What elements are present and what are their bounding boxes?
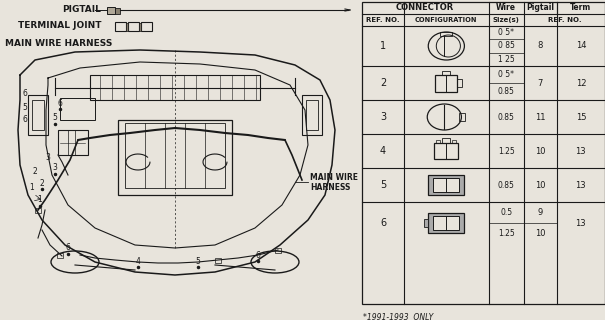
- Text: 13: 13: [575, 219, 586, 228]
- Text: 1: 1: [380, 41, 386, 51]
- Text: 4: 4: [136, 257, 140, 266]
- Text: Pigtail: Pigtail: [526, 4, 554, 12]
- Text: 5: 5: [22, 102, 27, 111]
- Bar: [457, 79, 462, 87]
- Bar: [433, 216, 459, 230]
- Text: 4: 4: [380, 146, 386, 156]
- Text: 14: 14: [575, 42, 586, 51]
- Text: REF. NO.: REF. NO.: [548, 17, 581, 23]
- Bar: [28, 95, 48, 135]
- Bar: [306, 100, 318, 130]
- Bar: [302, 95, 322, 135]
- Bar: [424, 219, 428, 227]
- Text: 5: 5: [53, 114, 57, 123]
- Text: 5: 5: [380, 180, 386, 190]
- Text: 0 5*: 0 5*: [498, 28, 514, 37]
- Text: PIGTAIL: PIGTAIL: [62, 5, 101, 14]
- Text: 6: 6: [22, 89, 27, 98]
- Text: MAIN WIRE HARNESS: MAIN WIRE HARNESS: [5, 38, 113, 47]
- Text: 11: 11: [535, 113, 546, 122]
- Text: 2: 2: [33, 167, 38, 177]
- Bar: [128, 22, 139, 31]
- Text: 12: 12: [575, 78, 586, 87]
- Bar: [436, 140, 440, 143]
- Text: 13: 13: [575, 147, 586, 156]
- Text: 3: 3: [53, 164, 57, 172]
- Bar: [60, 98, 95, 120]
- Text: *1991-1993  ONLY: *1991-1993 ONLY: [363, 313, 433, 320]
- Bar: [118, 120, 232, 195]
- Text: 1.25: 1.25: [498, 147, 514, 156]
- Text: 10: 10: [535, 180, 546, 189]
- Text: Size(s): Size(s): [492, 17, 520, 23]
- Text: TERMINAL JOINT: TERMINAL JOINT: [18, 21, 102, 30]
- Text: CONNECTOR: CONNECTOR: [396, 4, 454, 12]
- Text: 10: 10: [535, 229, 546, 238]
- Text: 0.85: 0.85: [498, 113, 514, 122]
- Text: 0 85: 0 85: [498, 42, 514, 51]
- Text: 6: 6: [22, 116, 27, 124]
- Text: Term: Term: [571, 4, 592, 12]
- Text: 6: 6: [380, 218, 386, 228]
- Text: 1 25: 1 25: [498, 55, 514, 64]
- Text: 3: 3: [380, 112, 386, 122]
- Text: 0 5*: 0 5*: [498, 70, 514, 79]
- Bar: [141, 22, 152, 31]
- Bar: [215, 258, 221, 263]
- Bar: [459, 113, 465, 121]
- Text: 7: 7: [537, 78, 543, 87]
- Text: 5: 5: [195, 257, 200, 266]
- Bar: [32, 100, 44, 130]
- Text: Wire: Wire: [496, 4, 516, 12]
- Bar: [57, 253, 63, 258]
- Text: 15: 15: [575, 113, 586, 122]
- Bar: [453, 140, 456, 143]
- Bar: [435, 75, 457, 92]
- Text: 6: 6: [255, 251, 260, 260]
- Text: 9: 9: [538, 208, 543, 217]
- Text: 10: 10: [535, 147, 546, 156]
- Bar: [442, 138, 450, 143]
- Text: 0.85: 0.85: [498, 180, 514, 189]
- Text: 6: 6: [65, 244, 70, 252]
- Text: 13: 13: [575, 180, 586, 189]
- Text: HARNESS: HARNESS: [310, 183, 350, 193]
- Text: CONFIGURATION: CONFIGURATION: [415, 17, 477, 23]
- Text: 8: 8: [537, 42, 543, 51]
- Text: 1.25: 1.25: [498, 229, 514, 238]
- Bar: [428, 175, 465, 195]
- Text: 2: 2: [380, 78, 386, 88]
- Bar: [440, 32, 453, 36]
- Bar: [428, 213, 465, 233]
- Text: 3: 3: [45, 153, 50, 162]
- Bar: [126, 22, 128, 30]
- Text: 6: 6: [57, 99, 62, 108]
- Bar: [35, 208, 41, 213]
- Bar: [115, 22, 126, 31]
- Text: 1: 1: [30, 183, 34, 193]
- Bar: [442, 71, 450, 75]
- Text: 0.85: 0.85: [498, 87, 514, 96]
- Bar: [58, 130, 88, 155]
- Text: REF. NO.: REF. NO.: [366, 17, 400, 23]
- Bar: [139, 22, 141, 30]
- Bar: [434, 143, 459, 159]
- Text: MAIN WIRE: MAIN WIRE: [310, 172, 358, 181]
- Bar: [275, 248, 281, 253]
- Bar: [90, 75, 260, 100]
- Text: 1: 1: [38, 196, 42, 204]
- Bar: [433, 178, 459, 192]
- Bar: [125, 123, 225, 188]
- Text: 2: 2: [39, 179, 44, 188]
- Bar: [107, 7, 115, 14]
- Text: 0.5: 0.5: [500, 208, 512, 217]
- Bar: [115, 7, 120, 13]
